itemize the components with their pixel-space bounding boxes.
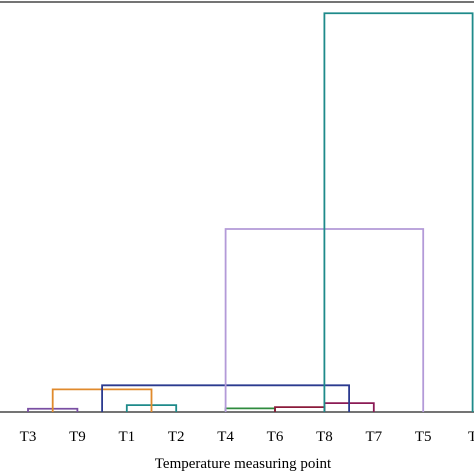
x-tick-label-t7: T7	[365, 429, 382, 445]
x-tick-labels: T3 T9 T1 T2 T4 T6 T8 T7 T5 T	[20, 429, 474, 445]
x-tick-label-t: T	[468, 429, 474, 445]
x-tick-label-t4: T4	[217, 429, 234, 445]
x-axis-label: Temperature measuring point	[155, 456, 332, 472]
x-tick-label-t3: T3	[20, 429, 37, 445]
x-tick-label-t8: T8	[316, 429, 333, 445]
dendrogram-link-8	[323, 12, 474, 412]
dendrogram-links	[27, 12, 474, 412]
x-tick-label-t9: T9	[69, 429, 86, 445]
x-tick-label-t2: T2	[168, 429, 185, 445]
x-tick-label-t1: T1	[118, 429, 135, 445]
x-tick-label-t5: T5	[415, 429, 432, 445]
x-tick-label-t6: T6	[267, 429, 284, 445]
dendrogram-link-3	[274, 406, 326, 412]
